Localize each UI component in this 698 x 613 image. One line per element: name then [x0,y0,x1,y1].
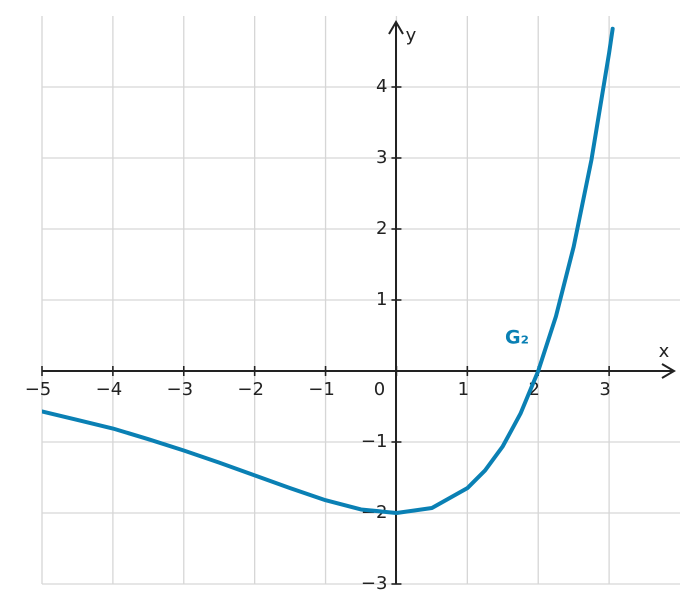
x-tick-label: 3 [599,379,610,400]
x-tick-label: −1 [308,379,335,400]
x-tick-label: −2 [237,379,264,400]
y-axis-label: y [406,25,417,46]
curve-annotation: G₂ [505,327,529,349]
plot [42,26,615,515]
grid [41,16,680,585]
x-tick-label: 0 [374,379,385,400]
x-tick-label: 2 [528,379,539,400]
x-tick-label: 1 [458,379,469,400]
y-tick-label: 1 [376,289,387,310]
y-tick-label: 4 [376,76,387,97]
y-tick-label: 3 [376,147,387,168]
y-axis-arrow [388,20,404,35]
x-tick-label: −5 [25,379,52,400]
y-tick-label: 2 [376,218,387,239]
x-tick-label: −3 [167,379,194,400]
x-axis-arrow [661,363,676,379]
y-tick-label: −3 [361,573,388,594]
x-axis-label: x [659,341,670,362]
curve [42,26,615,515]
y-tick-label: −1 [361,431,388,452]
x-tick-label: −4 [96,379,123,400]
